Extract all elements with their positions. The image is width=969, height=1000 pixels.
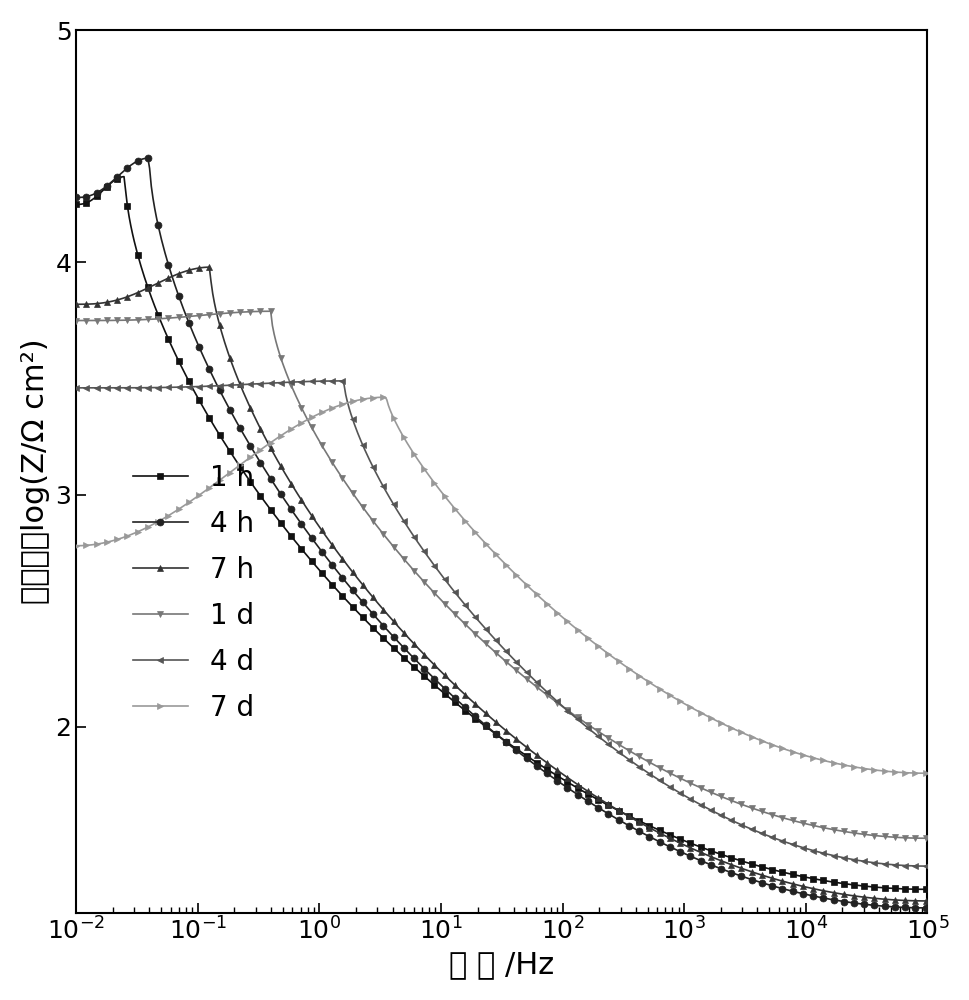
- 1 d: [921, 832, 932, 844]
- 1 h: [71, 198, 82, 210]
- Line: 7 d: 7 d: [73, 394, 930, 777]
- 7 d: [71, 540, 82, 552]
- 1 h: [769, 864, 781, 876]
- 7 h: [71, 298, 82, 310]
- 7 d: [379, 391, 391, 403]
- 7 d: [921, 767, 932, 779]
- 4 d: [902, 860, 914, 872]
- 1 d: [769, 810, 781, 822]
- 1 d: [578, 716, 590, 728]
- 4 d: [481, 625, 492, 637]
- 7 h: [532, 750, 544, 762]
- 1 h: [476, 718, 487, 730]
- 1 h: [921, 883, 932, 895]
- 4 h: [921, 902, 932, 914]
- 7 h: [476, 704, 487, 716]
- 4 d: [476, 619, 487, 631]
- Line: 4 h: 4 h: [73, 155, 930, 911]
- 7 d: [476, 534, 487, 546]
- 4 h: [71, 191, 82, 203]
- 7 h: [203, 261, 215, 273]
- 4 d: [532, 678, 544, 690]
- Line: 1 h: 1 h: [73, 173, 930, 893]
- Y-axis label: 阻抗对数log(Z/Ω cm²): 阻抗对数log(Z/Ω cm²): [20, 339, 49, 604]
- 1 d: [71, 315, 82, 327]
- 4 d: [336, 375, 348, 387]
- 7 h: [578, 783, 590, 795]
- 7 d: [578, 629, 590, 641]
- 1 h: [481, 722, 492, 734]
- 7 h: [481, 709, 492, 721]
- 7 h: [769, 873, 781, 885]
- 1 h: [902, 883, 914, 895]
- 1 d: [481, 639, 492, 651]
- 4 h: [902, 902, 914, 914]
- 7 d: [769, 740, 781, 752]
- 4 h: [578, 793, 590, 805]
- 7 d: [902, 767, 914, 779]
- 7 d: [532, 590, 544, 602]
- 1 h: [578, 786, 590, 798]
- Legend: 1 h, 4 h, 7 h, 1 d, 4 d, 7 d: 1 h, 4 h, 7 h, 1 d, 4 d, 7 d: [133, 464, 254, 722]
- Line: 4 d: 4 d: [73, 377, 930, 870]
- 1 d: [265, 305, 276, 317]
- 7 h: [921, 895, 932, 907]
- 4 d: [578, 719, 590, 731]
- 1 h: [118, 171, 130, 183]
- 4 h: [481, 721, 492, 733]
- 4 d: [71, 382, 82, 394]
- 4 h: [532, 761, 544, 773]
- 4 h: [141, 152, 153, 164]
- Line: 7 h: 7 h: [73, 264, 930, 904]
- 4 d: [769, 833, 781, 845]
- X-axis label: 频 率 /Hz: 频 率 /Hz: [449, 950, 554, 979]
- 7 h: [902, 895, 914, 907]
- Line: 1 d: 1 d: [73, 308, 930, 842]
- 4 h: [476, 716, 487, 728]
- 4 d: [921, 860, 932, 872]
- 7 d: [481, 539, 492, 551]
- 1 d: [532, 682, 544, 694]
- 1 d: [476, 634, 487, 646]
- 4 h: [769, 881, 781, 893]
- 1 d: [902, 832, 914, 844]
- 1 h: [532, 758, 544, 770]
